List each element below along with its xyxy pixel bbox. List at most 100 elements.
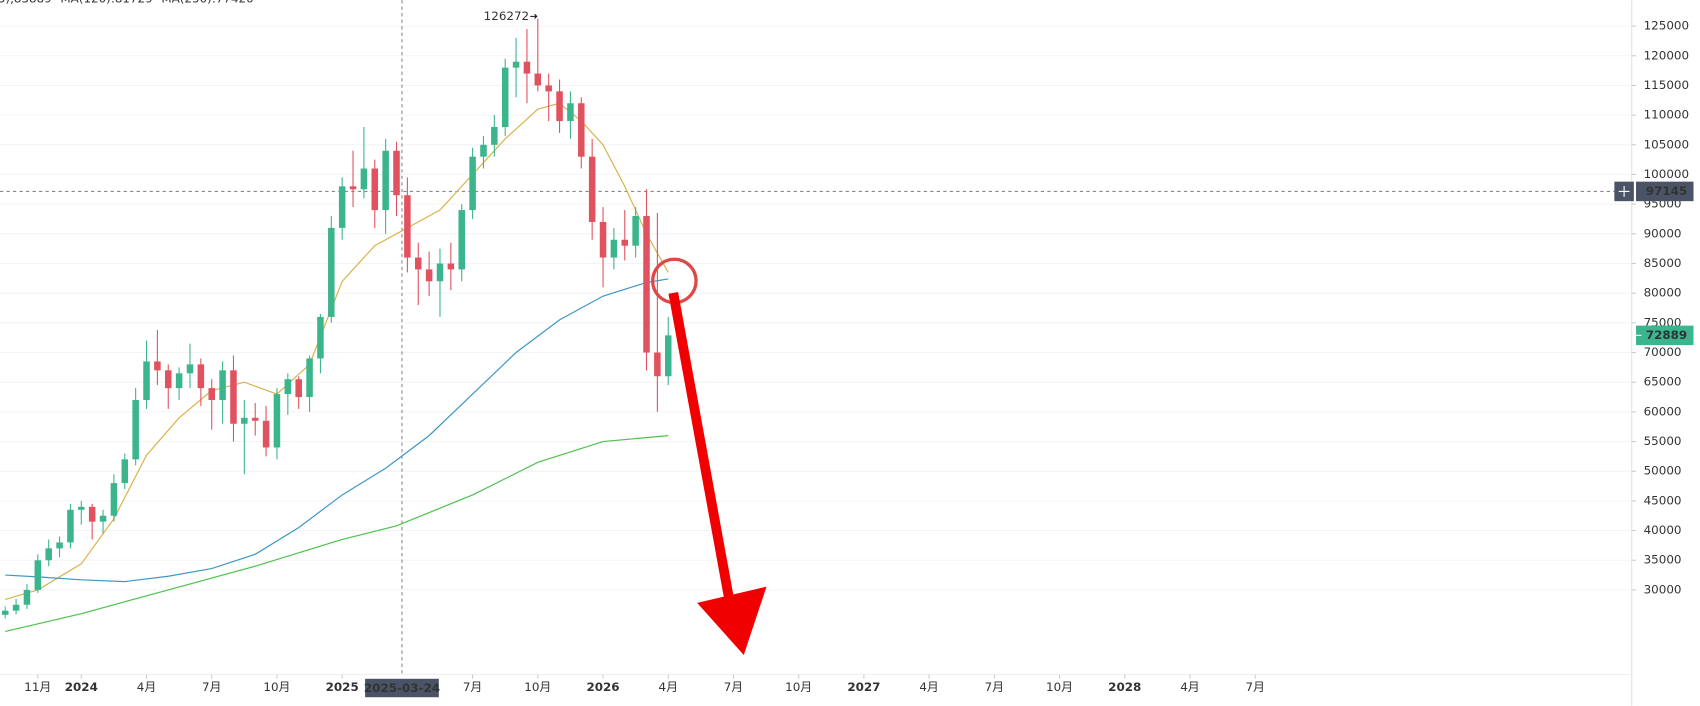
ma-line	[5, 435, 669, 633]
x-tick-label: 7月	[985, 680, 1004, 694]
candle-body	[458, 210, 465, 270]
candle-body	[317, 316, 324, 359]
y-tick-label: 35000	[1644, 553, 1682, 567]
y-tick-label: 65000	[1644, 375, 1682, 389]
last-price: 72889	[1646, 328, 1687, 342]
y-tick-label: 70000	[1644, 345, 1682, 359]
x-tick-label: 2027	[847, 680, 880, 694]
legend-entry: MA(250):77420	[161, 0, 253, 6]
y-tick-label: 80000	[1644, 286, 1682, 300]
candle-body	[567, 103, 574, 122]
x-tick-label: 7月	[463, 680, 482, 694]
candle-body	[67, 509, 74, 543]
x-tick-label: 7月	[202, 680, 221, 694]
candle-body	[328, 227, 335, 317]
x-tick-label: 10月	[524, 680, 551, 694]
candle-body	[599, 221, 607, 258]
candle-body	[241, 417, 248, 424]
candle-body	[186, 364, 194, 374]
x-tick-label: 10月	[1046, 680, 1073, 694]
high-label: 126272	[484, 9, 529, 23]
candle-body	[654, 352, 661, 377]
y-tick-label: 50000	[1644, 464, 1682, 478]
candle-body	[578, 103, 585, 157]
ma-line	[5, 278, 669, 583]
candle-body	[447, 263, 455, 270]
candle-body	[251, 417, 259, 421]
candle-body	[208, 388, 215, 400]
high-arrow	[530, 13, 538, 19]
y-tick-label: 90000	[1644, 226, 1682, 240]
candle-body	[230, 370, 237, 424]
candle-body	[512, 61, 520, 68]
y-tick-label: 105000	[1644, 137, 1689, 151]
y-tick-label: 115000	[1644, 78, 1689, 92]
candle-body	[545, 85, 552, 92]
candle-body	[56, 542, 63, 549]
y-tick-label: 55000	[1644, 434, 1682, 448]
y-tick-label: 110000	[1644, 108, 1689, 122]
candle-body	[404, 195, 411, 258]
crosshair-date: 2025-03-24	[364, 681, 440, 695]
candle-body	[382, 150, 389, 211]
x-tick-label: 7月	[1245, 680, 1264, 694]
legend-entry: MA(120):81729	[60, 0, 152, 6]
y-tick-label: 30000	[1644, 582, 1682, 596]
candle-body	[664, 335, 672, 377]
ma-line	[5, 102, 669, 600]
candle-body	[371, 168, 379, 211]
candle-body	[523, 61, 531, 74]
x-tick-label: 4月	[137, 680, 156, 694]
x-tick-label: 2025	[326, 680, 359, 694]
y-tick-label: 120000	[1644, 48, 1689, 62]
y-tick-label: 85000	[1644, 256, 1682, 270]
candle-body	[284, 379, 292, 395]
candle-body	[632, 216, 639, 246]
x-tick-label: 4月	[659, 680, 678, 694]
candle-body	[273, 394, 281, 448]
candle-body	[45, 548, 52, 561]
candle-body	[78, 506, 85, 510]
candle-body	[295, 379, 302, 398]
candle-body	[501, 67, 509, 127]
candle-body	[143, 361, 150, 400]
x-tick-label: 4月	[919, 680, 938, 694]
annotation-arrow-shaft	[668, 291, 735, 603]
candle-body	[23, 589, 31, 605]
x-tick-label: 11月	[24, 680, 51, 694]
candle-body	[491, 126, 498, 145]
candle-body	[175, 373, 183, 389]
candle-body	[110, 483, 118, 516]
y-tick-label: 100000	[1644, 167, 1689, 181]
candle-body	[436, 263, 444, 282]
x-tick-label: 2026	[586, 680, 619, 694]
candle-body	[621, 239, 629, 246]
candle-body	[393, 150, 400, 196]
candle-body	[534, 73, 542, 86]
candle-body	[164, 370, 172, 389]
candle-body	[556, 91, 563, 122]
y-tick-label: 45000	[1644, 493, 1682, 507]
candle-body	[219, 370, 226, 400]
candle-body	[469, 156, 476, 211]
candle-body	[99, 515, 107, 522]
candle-body	[34, 560, 42, 590]
candle-body	[610, 239, 618, 258]
crosshair-date-box	[365, 678, 439, 698]
candle-body	[154, 361, 161, 371]
candle-body	[588, 156, 596, 222]
x-tick-label: 4月	[1180, 680, 1199, 694]
x-tick-label: 10月	[263, 680, 290, 694]
candle-body	[349, 186, 357, 190]
crosshair-price: 97145	[1646, 184, 1687, 198]
x-tick-label: 2028	[1108, 680, 1141, 694]
candle-body	[480, 144, 487, 157]
y-tick-label: 40000	[1644, 523, 1682, 537]
candle-body	[414, 257, 422, 270]
candle-body	[12, 604, 20, 611]
y-tick-label: 60000	[1644, 404, 1682, 418]
candle-body	[643, 216, 650, 353]
candle-body	[197, 364, 205, 389]
legend-entry: 5),83889	[0, 0, 52, 6]
